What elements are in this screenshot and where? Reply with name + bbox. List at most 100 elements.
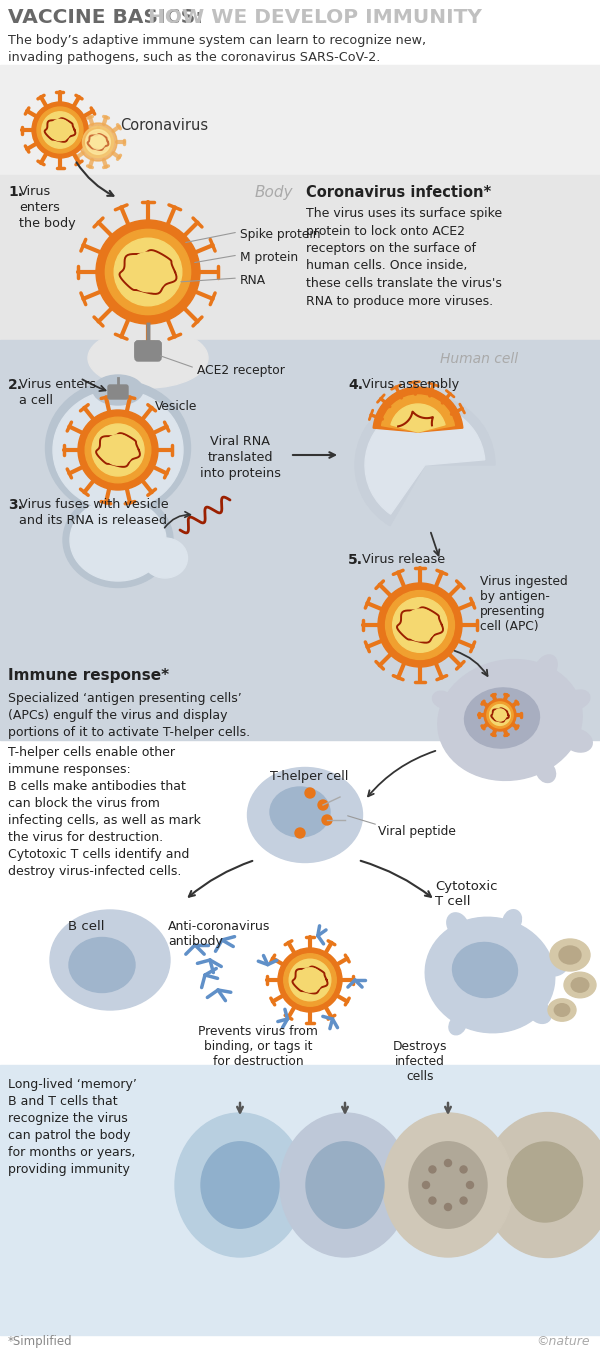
Circle shape [37, 107, 83, 154]
Circle shape [92, 424, 144, 476]
Text: Virus
enters
the body: Virus enters the body [19, 185, 76, 230]
Circle shape [284, 954, 336, 1006]
Circle shape [445, 1204, 452, 1211]
Bar [0, 660, 600, 1060]
Ellipse shape [88, 328, 208, 389]
Text: RNA: RNA [240, 275, 266, 287]
Ellipse shape [69, 938, 135, 992]
Text: M protein: M protein [240, 251, 298, 264]
Text: Viral peptide: Viral peptide [378, 825, 456, 839]
Text: *Simplified: *Simplified [8, 1335, 73, 1348]
Circle shape [322, 815, 332, 825]
Ellipse shape [201, 1142, 279, 1229]
Text: Anti-coronavirus
antibody: Anti-coronavirus antibody [168, 920, 271, 949]
Text: Human cell: Human cell [440, 352, 518, 366]
Text: 1.: 1. [8, 185, 23, 198]
Circle shape [128, 253, 168, 292]
Ellipse shape [280, 1113, 410, 1257]
Text: Coronavirus infection*: Coronavirus infection* [306, 185, 491, 200]
Ellipse shape [50, 911, 170, 1010]
Bar [0, 340, 600, 741]
Ellipse shape [270, 787, 330, 837]
Ellipse shape [536, 761, 556, 783]
Circle shape [487, 701, 513, 728]
Circle shape [318, 800, 328, 810]
Circle shape [289, 959, 331, 1000]
Wedge shape [373, 387, 463, 432]
Ellipse shape [566, 690, 590, 709]
Ellipse shape [554, 1004, 570, 1017]
Ellipse shape [447, 913, 468, 936]
Wedge shape [382, 395, 454, 432]
Ellipse shape [143, 538, 187, 578]
Text: Specialized ‘antigen presenting cells’
(APCs) engulf the virus and display
porti: Specialized ‘antigen presenting cells’ (… [8, 692, 250, 739]
Circle shape [86, 129, 110, 155]
Circle shape [494, 709, 506, 722]
Text: T-helper cells enable other
immune responses:
B cells make antibodies that
can b: T-helper cells enable other immune respo… [8, 746, 201, 878]
Text: The virus uses its surface spike
protein to lock onto ACE2
receptors on the surf: The virus uses its surface spike protein… [306, 207, 502, 307]
Ellipse shape [548, 999, 576, 1021]
Circle shape [103, 435, 133, 465]
Ellipse shape [508, 1142, 583, 1222]
Text: Virus assembly: Virus assembly [362, 378, 459, 391]
Text: Destroys
infected
cells: Destroys infected cells [393, 1040, 447, 1083]
Circle shape [298, 968, 322, 992]
Circle shape [49, 120, 71, 140]
Circle shape [404, 609, 436, 641]
Wedge shape [391, 404, 445, 432]
Ellipse shape [306, 1142, 384, 1229]
Circle shape [106, 230, 191, 315]
Circle shape [429, 1197, 436, 1204]
Circle shape [32, 102, 88, 158]
Text: Virus fuses with vesicle
and its RNA is released: Virus fuses with vesicle and its RNA is … [19, 497, 169, 527]
Circle shape [78, 410, 158, 491]
Ellipse shape [449, 1015, 466, 1034]
Text: Viral RNA
translated
into proteins: Viral RNA translated into proteins [199, 435, 281, 480]
Ellipse shape [46, 381, 191, 515]
Text: Spike protein: Spike protein [240, 228, 320, 241]
Ellipse shape [464, 688, 539, 747]
Circle shape [429, 1166, 436, 1173]
Circle shape [278, 949, 342, 1012]
Circle shape [467, 1181, 473, 1189]
Circle shape [91, 135, 105, 149]
Text: Virus ingested
by antigen-
presenting
cell (APC): Virus ingested by antigen- presenting ce… [480, 575, 568, 633]
Ellipse shape [564, 972, 596, 998]
Wedge shape [355, 395, 495, 526]
Ellipse shape [550, 939, 590, 970]
Ellipse shape [175, 1113, 305, 1257]
Text: 2.: 2. [8, 378, 23, 391]
Circle shape [490, 704, 511, 726]
Text: Virus enters
a cell: Virus enters a cell [19, 378, 96, 406]
Circle shape [96, 220, 200, 323]
Text: ©nature: ©nature [536, 1335, 590, 1348]
Text: Vesicle: Vesicle [155, 400, 197, 413]
Circle shape [42, 111, 78, 148]
Ellipse shape [150, 544, 180, 572]
Text: 3.: 3. [8, 497, 23, 512]
Circle shape [460, 1197, 467, 1204]
Text: The body’s adaptive immune system can learn to recognize new,
invading pathogens: The body’s adaptive immune system can le… [8, 34, 426, 64]
Text: Coronavirus: Coronavirus [120, 118, 208, 133]
Text: Virus release: Virus release [362, 553, 445, 565]
Circle shape [422, 1181, 430, 1189]
Ellipse shape [433, 692, 452, 708]
Bar [0, 1065, 600, 1335]
Circle shape [79, 124, 117, 160]
Ellipse shape [571, 977, 589, 992]
Text: HOW WE DEVELOP IMMUNITY: HOW WE DEVELOP IMMUNITY [148, 8, 482, 27]
Ellipse shape [63, 492, 173, 587]
Circle shape [295, 828, 305, 839]
Circle shape [386, 591, 454, 659]
FancyBboxPatch shape [108, 385, 128, 400]
Text: VACCINE BASICS:: VACCINE BASICS: [8, 8, 203, 27]
Ellipse shape [248, 768, 362, 863]
Ellipse shape [563, 728, 592, 752]
Ellipse shape [425, 917, 555, 1033]
Ellipse shape [535, 655, 557, 681]
Circle shape [305, 788, 315, 798]
FancyBboxPatch shape [135, 341, 161, 361]
Wedge shape [365, 405, 485, 514]
Circle shape [460, 1166, 467, 1173]
Circle shape [445, 1159, 452, 1166]
